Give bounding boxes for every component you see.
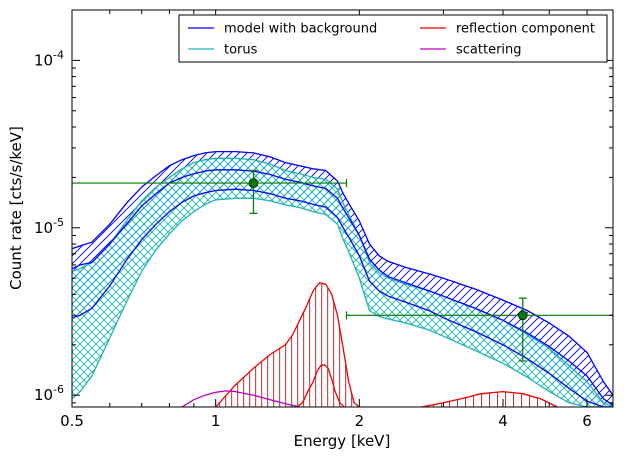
legend-label: scattering: [456, 43, 522, 58]
model-lower-line: [72, 188, 613, 407]
legend-box: [178, 14, 608, 63]
x-tick-label: 6: [582, 412, 592, 430]
data-point-marker: [517, 310, 528, 321]
x-tick-label: 1: [211, 412, 221, 430]
plot-frame: [71, 9, 614, 408]
reflection-high-line: [421, 390, 558, 407]
y-tick-label: 10-6: [34, 383, 64, 404]
data-point-marker: [248, 178, 259, 188]
x-axis-label: Energy [keV]: [294, 432, 391, 450]
x-tick-label: 4: [498, 412, 508, 430]
legend-label: model with background: [224, 22, 377, 37]
y-tick-label: 10-4: [34, 48, 64, 69]
torus-lower-line: [72, 197, 613, 407]
torus-band: [72, 158, 613, 407]
y-axis-label: Count rate [cts/s/keV]: [7, 126, 25, 290]
data-point-2: [345, 297, 613, 362]
legend: model with background reflection componen…: [178, 14, 608, 63]
axis-ticks: 0.5 1 2 4 6 10-6 10-5 10-4: [34, 10, 613, 430]
data-point-1: [72, 169, 348, 214]
plot-area: [72, 150, 613, 407]
y-tick-label: 10-5: [34, 216, 64, 237]
x-tick-label: 0.5: [60, 412, 84, 430]
scattering-line: [181, 390, 300, 407]
x-tick-label: 2: [355, 412, 365, 430]
legend-label: reflection component: [456, 22, 595, 37]
model-upper-line: [72, 150, 613, 396]
reflection-lower-line: [296, 363, 345, 407]
reflection-upper-line: [215, 281, 360, 407]
model-middle-line: [72, 169, 613, 406]
legend-label: torus: [224, 43, 258, 58]
